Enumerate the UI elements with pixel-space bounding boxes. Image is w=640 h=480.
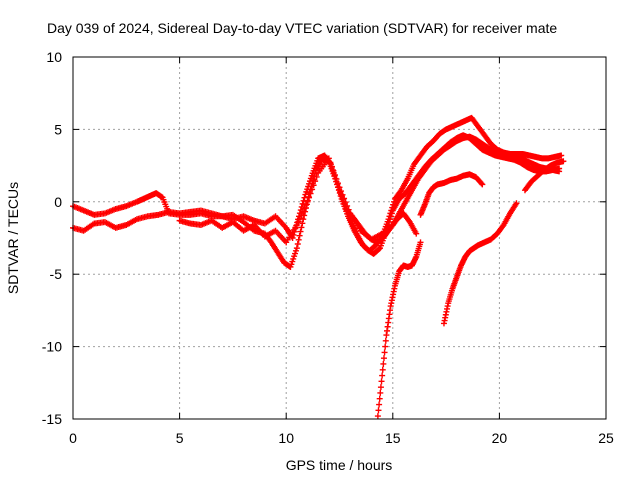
data-point bbox=[301, 205, 308, 212]
x-tick-label: 5 bbox=[176, 430, 184, 446]
data-point bbox=[342, 199, 349, 206]
data-point bbox=[300, 216, 307, 223]
data-point bbox=[309, 186, 316, 193]
data-point bbox=[327, 159, 334, 166]
data-point bbox=[380, 355, 387, 362]
data-point bbox=[558, 152, 565, 159]
data-point bbox=[378, 378, 385, 385]
series-trace-d bbox=[342, 206, 420, 246]
data-point bbox=[298, 224, 305, 231]
data-point bbox=[379, 372, 386, 379]
data-point bbox=[295, 236, 302, 243]
data-point bbox=[307, 190, 314, 197]
data-point bbox=[478, 180, 485, 187]
data-point bbox=[382, 337, 389, 344]
data-point bbox=[377, 384, 384, 391]
data-point bbox=[560, 158, 567, 165]
y-tick-label: 5 bbox=[54, 121, 62, 137]
series-trace-g bbox=[440, 200, 520, 327]
x-axis-label: GPS time / hours bbox=[286, 457, 393, 473]
data-point bbox=[380, 360, 387, 367]
grid-lines bbox=[73, 57, 606, 419]
data-point bbox=[294, 240, 301, 247]
data-point bbox=[513, 200, 520, 207]
x-tick-label: 20 bbox=[492, 430, 508, 446]
data-point bbox=[306, 194, 313, 201]
data-point bbox=[336, 184, 343, 191]
data-point bbox=[330, 167, 337, 174]
data-point bbox=[387, 216, 394, 223]
data-point bbox=[479, 181, 486, 188]
data-point bbox=[312, 178, 319, 185]
y-tick-label: -10 bbox=[42, 339, 62, 355]
data-point bbox=[293, 221, 300, 228]
data-point bbox=[341, 195, 348, 202]
data-point bbox=[296, 215, 303, 222]
series-trace-f bbox=[417, 171, 486, 218]
data-point bbox=[382, 343, 389, 350]
y-axis-label: SDTVAR / TECUs bbox=[5, 182, 21, 294]
data-point bbox=[386, 219, 393, 226]
series-trace-e bbox=[374, 239, 424, 420]
data-point bbox=[313, 173, 320, 180]
data-point bbox=[299, 208, 306, 215]
data-point bbox=[379, 366, 386, 373]
data-point bbox=[293, 245, 300, 252]
data-point bbox=[310, 182, 317, 189]
data-point bbox=[299, 220, 306, 227]
series-trace-h bbox=[521, 158, 567, 194]
data-point bbox=[295, 218, 302, 225]
data-point bbox=[377, 389, 384, 396]
x-tick-label: 15 bbox=[385, 430, 401, 446]
data-point bbox=[417, 239, 424, 246]
data-point bbox=[338, 188, 345, 195]
data-point bbox=[556, 168, 563, 175]
data-point bbox=[325, 155, 332, 162]
data-point bbox=[339, 191, 346, 198]
chart-title: Day 039 of 2024, Sidereal Day-to-day VTE… bbox=[47, 20, 557, 36]
y-tick-label: 10 bbox=[46, 49, 62, 65]
data-point bbox=[334, 180, 341, 187]
data-point bbox=[387, 213, 394, 220]
data-point bbox=[297, 228, 304, 235]
data-point bbox=[413, 230, 420, 237]
data-point bbox=[333, 176, 340, 183]
axis-ticks: 0 5 10 15 20 25 -15 -10 -5 0 5 10 bbox=[42, 49, 614, 446]
data-point bbox=[296, 232, 303, 239]
data-point bbox=[376, 395, 383, 402]
series-trace-a bbox=[70, 114, 565, 255]
data-series bbox=[70, 114, 567, 420]
x-tick-label: 0 bbox=[69, 430, 77, 446]
data-point bbox=[376, 401, 383, 408]
x-tick-label: 10 bbox=[278, 430, 294, 446]
data-point bbox=[328, 163, 335, 170]
y-tick-label: -5 bbox=[50, 266, 63, 282]
data-point bbox=[298, 212, 305, 219]
data-point bbox=[381, 349, 388, 356]
data-point bbox=[331, 171, 338, 178]
y-tick-label: 0 bbox=[54, 194, 62, 210]
data-point bbox=[388, 210, 395, 217]
plot-frame bbox=[72, 56, 607, 420]
y-tick-label: -15 bbox=[42, 411, 62, 427]
data-point bbox=[302, 202, 309, 209]
data-point bbox=[375, 407, 382, 414]
data-point bbox=[374, 413, 381, 420]
x-tick-label: 25 bbox=[598, 430, 614, 446]
data-point bbox=[304, 198, 311, 205]
data-point bbox=[376, 245, 383, 252]
